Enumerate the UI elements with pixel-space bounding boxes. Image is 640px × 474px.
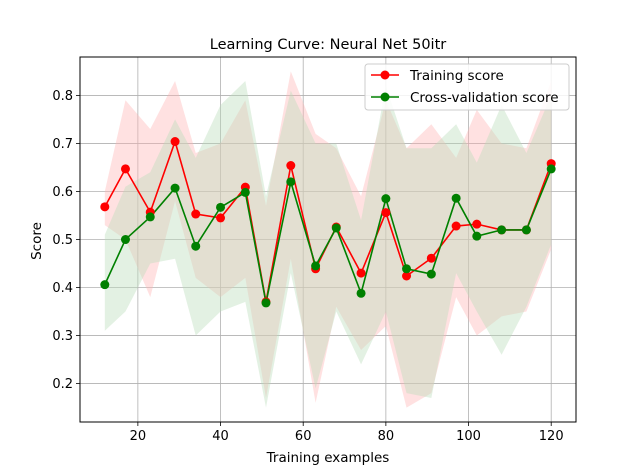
legend-label-training-score: Training score (409, 68, 504, 84)
x-tick-label: 20 (130, 429, 147, 444)
point-cross-validation-score (240, 187, 250, 197)
point-training-score (402, 271, 412, 281)
point-training-score (381, 208, 391, 218)
x-tick-label: 80 (378, 429, 395, 444)
point-cross-validation-score (497, 225, 507, 235)
point-cross-validation-score (451, 193, 461, 203)
y-tick-label: 0.4 (52, 281, 73, 296)
point-cross-validation-score (145, 212, 155, 222)
grid (80, 57, 576, 422)
point-cross-validation-score (170, 183, 180, 193)
axis-ticks: 20 40 60 80 100 120 0.2 0.3 0.4 0.5 0.6 0.7 0.8 (52, 89, 563, 444)
point-cross-validation-score (381, 194, 391, 204)
point-cross-validation-score (426, 269, 436, 279)
point-cross-validation-score (356, 288, 366, 298)
y-tick-label: 0.7 (52, 137, 73, 152)
x-axis-label: Training examples (266, 450, 390, 466)
point-cross-validation-score (191, 241, 201, 251)
point-training-score (100, 202, 110, 212)
legend-box (364, 63, 570, 111)
point-training-score (286, 161, 296, 171)
y-tick-label: 0.2 (52, 377, 73, 392)
point-training-score (472, 219, 482, 229)
legend-label-cross-validation-score: Cross-validation score (410, 90, 559, 106)
x-tick-label: 60 (295, 429, 312, 444)
point-cross-validation-score (331, 223, 341, 233)
y-tick-label: 0.5 (52, 233, 73, 248)
chart-title: Learning Curve: Neural Net 50itr (210, 37, 446, 53)
point-cross-validation-score (286, 177, 296, 187)
point-cross-validation-score (261, 298, 271, 308)
point-training-score (426, 253, 436, 263)
legend-item-training-score: Training score (371, 68, 504, 84)
point-training-score (120, 164, 130, 174)
point-training-score (170, 137, 180, 147)
x-tick-label: 40 (212, 429, 229, 444)
band-training-score (104, 71, 552, 408)
point-cross-validation-score (521, 225, 531, 235)
y-tick-label: 0.3 (52, 329, 73, 344)
point-training-score (451, 221, 461, 231)
point-cross-validation-score (402, 264, 412, 274)
point-cross-validation-score (100, 280, 110, 290)
legend-marker-cross-validation-score (380, 92, 390, 102)
y-tick-label: 0.8 (52, 89, 73, 104)
point-training-score (356, 268, 366, 278)
legend-marker-training-score (380, 70, 390, 80)
point-training-score (191, 209, 201, 219)
legend-item-cross-validation-score: Cross-validation score (371, 90, 559, 106)
y-tick-label: 0.6 (52, 185, 73, 200)
point-cross-validation-score (472, 231, 482, 241)
point-training-score (216, 213, 226, 223)
x-tick-label: 120 (539, 429, 564, 444)
y-axis-label: Score (29, 222, 45, 260)
x-tick-label: 100 (456, 429, 481, 444)
line-cross-validation-score (104, 168, 552, 304)
point-cross-validation-score (120, 235, 130, 244)
point-cross-validation-score (311, 261, 321, 271)
legend: Training score Cross-validation score (364, 63, 570, 111)
point-cross-validation-score (546, 164, 556, 174)
series-markers (100, 137, 556, 308)
point-cross-validation-score (216, 202, 226, 212)
